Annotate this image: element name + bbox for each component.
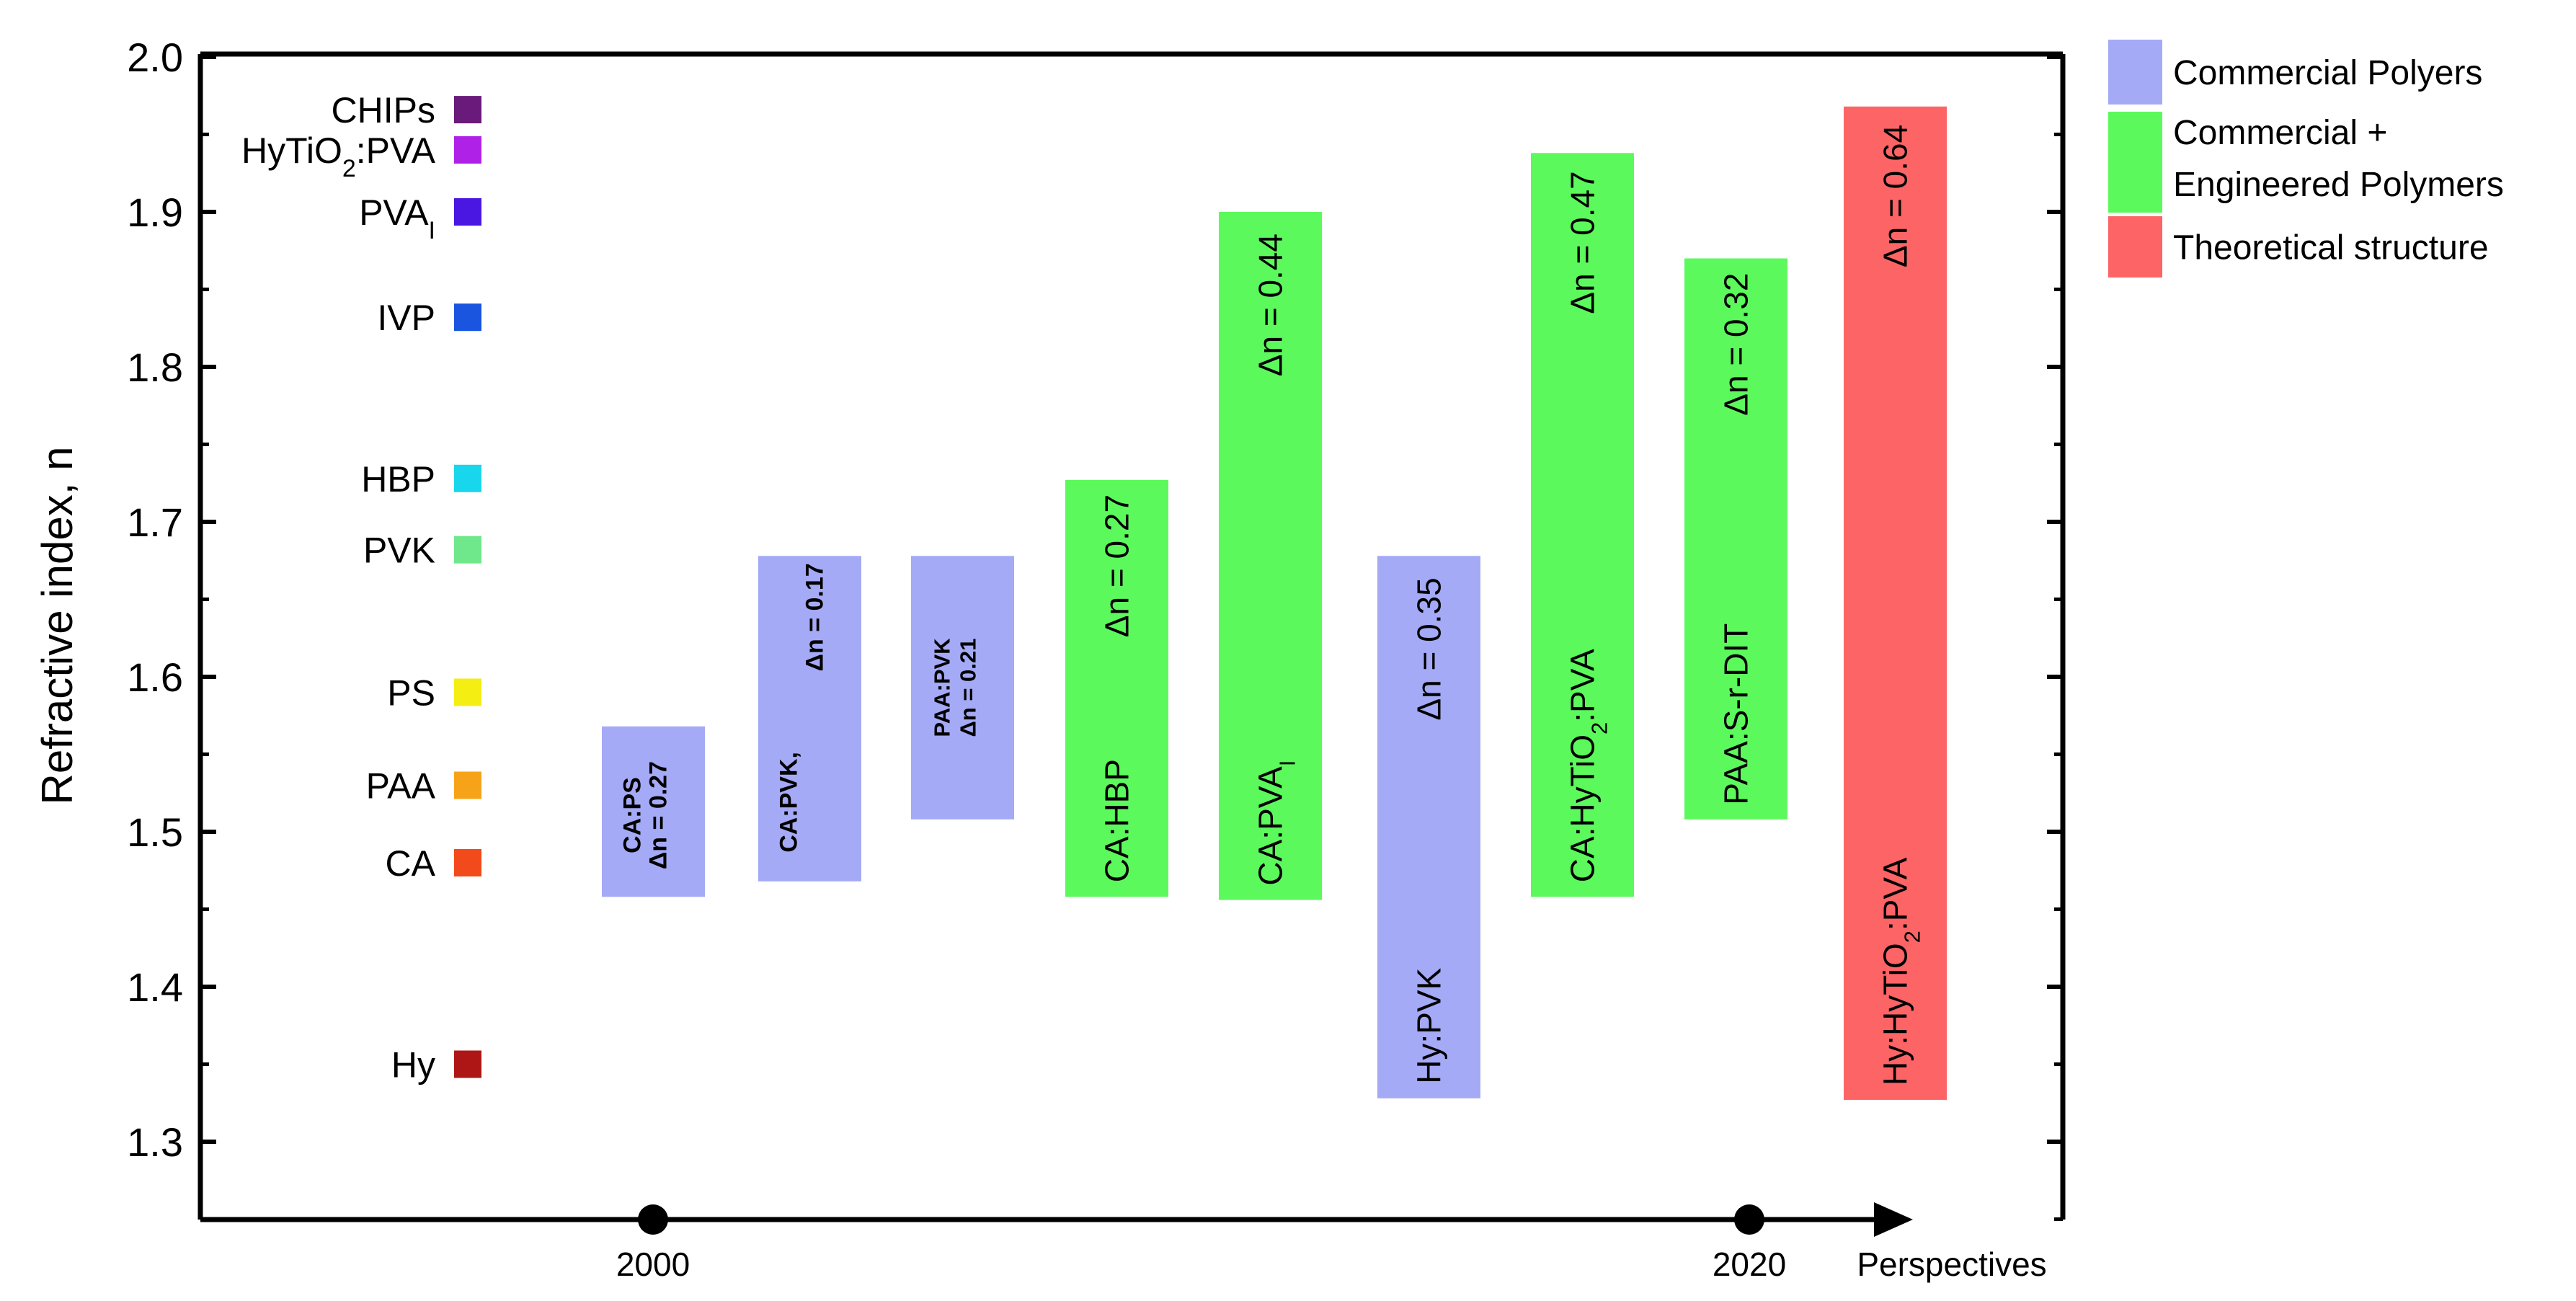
material-label: PS — [387, 673, 435, 714]
bar-name-label: CA:PS — [619, 777, 647, 853]
material-marker — [454, 96, 481, 124]
material-marker — [454, 771, 481, 799]
y-tick-label: 2.0 — [127, 35, 183, 80]
plot-frame — [197, 51, 2066, 1220]
material-marker — [454, 198, 481, 226]
bar — [1844, 106, 1947, 1100]
y-axis-ticks: 1.3 1.4 1.5 1.6 1.7 1.8 1.9 2.0 — [127, 35, 2063, 1221]
material-marker — [454, 136, 481, 164]
bar — [1531, 153, 1634, 897]
material-marker — [454, 849, 481, 876]
material-label: PVK — [363, 530, 435, 571]
material-label: CHIPs — [332, 90, 435, 130]
y-tick-label: 1.6 — [127, 654, 183, 700]
bar — [1065, 479, 1168, 897]
legend-label: Theoretical structure — [2173, 229, 2489, 267]
bar — [1377, 556, 1480, 1098]
y-tick-label: 1.5 — [127, 809, 183, 855]
bar-name-label: CA:HyTiO2:PVA — [1564, 649, 1612, 882]
y-tick-label: 1.9 — [127, 190, 183, 235]
material-label: IVP — [377, 298, 435, 338]
bar — [602, 726, 705, 897]
y-tick-label: 1.3 — [127, 1119, 183, 1165]
bar-delta-label: Δn = 0.17 — [801, 563, 829, 671]
bar — [758, 556, 861, 882]
material-label: CA — [386, 843, 436, 884]
bar-delta-label: Δn = 0.21 — [956, 639, 981, 737]
material-marker — [454, 678, 481, 706]
material-marker — [454, 1050, 481, 1078]
bar — [911, 556, 1014, 820]
x-axis-dot-2020 — [1734, 1204, 1764, 1235]
material-label: PAA — [366, 766, 436, 807]
bar-name-label: Hy:HyTiO2:PVA — [1877, 857, 1925, 1085]
y-tick-label: 1.8 — [127, 345, 183, 390]
x-axis-label: 2000 — [616, 1246, 690, 1283]
bar-name-label: PAA:PVK — [930, 638, 955, 737]
x-axis-dot-2000 — [638, 1204, 668, 1235]
legend: Commercial Polyers Commercial + Engineered… — [2108, 40, 2504, 277]
bar-delta-label: Δn = 0.32 — [1718, 273, 1755, 416]
bar-delta-label: Δn = 0.27 — [1098, 494, 1136, 637]
bar-name-label: CA:HBP — [1098, 759, 1136, 882]
legend-swatch — [2108, 40, 2162, 105]
legend-label: Engineered Polymers — [2173, 166, 2504, 204]
bar-name-label: CA:PVK, — [776, 752, 803, 853]
bar-delta-label: Δn = 0.64 — [1877, 125, 1914, 267]
material-label: HBP — [361, 459, 435, 499]
material-marker — [454, 536, 481, 564]
material-label: HyTiO2:PVA — [241, 130, 436, 182]
bar-name-label: PAA:S-r-DIT — [1718, 623, 1755, 805]
x-axis: 2000 2020 Perspectives — [200, 1202, 2047, 1283]
bar — [1219, 212, 1322, 900]
x-axis-label: Perspectives — [1857, 1246, 2046, 1283]
material-label: Hy — [391, 1045, 435, 1085]
bar-name-label: CA:PVAI — [1252, 760, 1300, 886]
bar-delta-label: Δn = 0.47 — [1564, 171, 1602, 314]
bar-delta-label: Δn = 0.27 — [645, 761, 672, 869]
material-marker — [454, 464, 481, 492]
legend-label: Commercial + — [2173, 114, 2387, 152]
x-axis-arrowhead — [1874, 1202, 1913, 1237]
legend-swatch — [2108, 112, 2162, 213]
legend-label: Commercial Polyers — [2173, 54, 2482, 92]
bar — [1684, 258, 1787, 820]
y-tick-label: 1.4 — [127, 964, 183, 1010]
bar-delta-label: Δn = 0.44 — [1252, 234, 1289, 376]
y-tick-label: 1.7 — [127, 499, 183, 545]
material-label: PVAI — [359, 192, 435, 244]
bar-name-label: Hy:PVK — [1411, 967, 1448, 1083]
legend-swatch — [2108, 216, 2162, 277]
x-axis-label: 2020 — [1713, 1246, 1786, 1283]
y-axis-label: Refractive index, n — [33, 447, 81, 805]
material-marker — [454, 303, 481, 332]
bar-delta-label: Δn = 0.35 — [1411, 577, 1448, 720]
